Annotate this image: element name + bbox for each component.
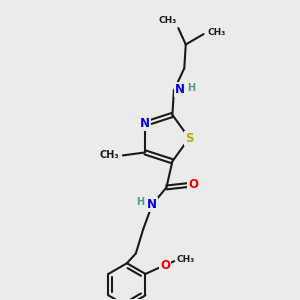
Text: O: O	[188, 178, 198, 191]
Text: S: S	[185, 132, 194, 145]
Text: N: N	[140, 117, 150, 130]
Text: CH₃: CH₃	[207, 28, 225, 37]
Text: N: N	[175, 82, 184, 96]
Text: O: O	[160, 259, 170, 272]
Text: N: N	[147, 198, 157, 211]
Text: H: H	[187, 82, 195, 93]
Text: CH₃: CH₃	[159, 16, 177, 25]
Text: CH₃: CH₃	[177, 255, 195, 264]
Text: CH₃: CH₃	[100, 150, 119, 161]
Text: H: H	[136, 197, 144, 207]
